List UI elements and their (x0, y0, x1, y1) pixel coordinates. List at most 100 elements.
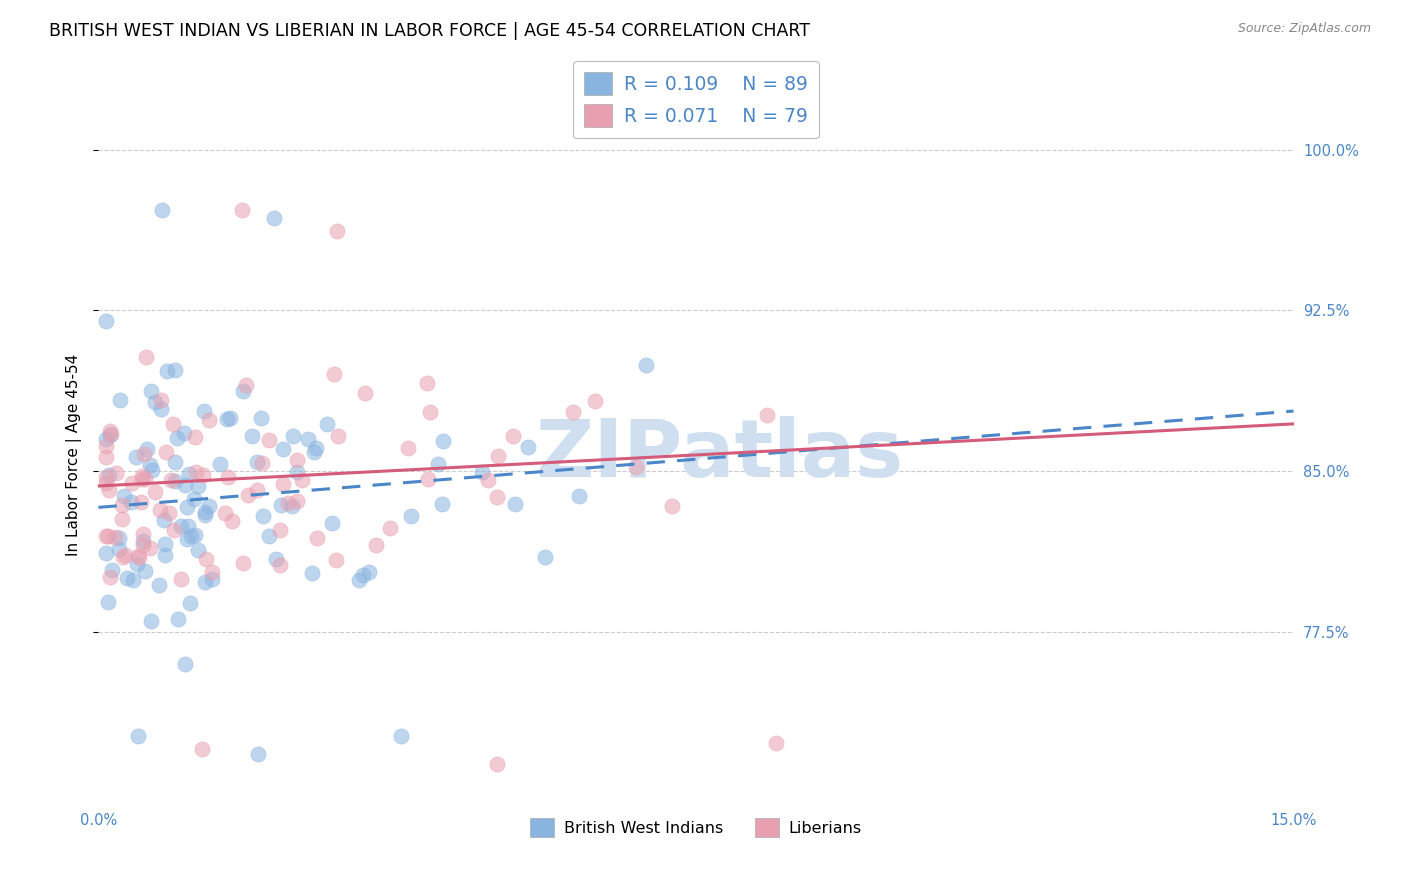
Point (173, 657, 195, 672)
Point (112, 489, 135, 503)
Point (155, 445, 177, 459)
Point (141, 463, 163, 477)
Point (517, 440, 540, 454)
Point (143, 484, 166, 499)
Point (354, 385, 377, 400)
Point (634, 358, 657, 372)
Point (148, 578, 170, 592)
Point (194, 505, 217, 519)
Point (149, 503, 172, 517)
Point (281, 500, 304, 514)
Point (427, 457, 450, 471)
Point (415, 376, 437, 391)
Point (232, 556, 254, 570)
Point (323, 368, 346, 382)
Point (432, 496, 454, 510)
Point (364, 538, 387, 552)
Point (271, 442, 294, 457)
Point (98, 424, 121, 438)
Point (321, 516, 343, 531)
Point (194, 575, 217, 590)
Point (176, 532, 198, 546)
Point (111, 498, 134, 512)
Point (568, 489, 591, 503)
Point (257, 433, 280, 447)
Point (301, 566, 323, 580)
Point (131, 494, 153, 508)
Point (250, 411, 273, 425)
Point (165, 474, 187, 488)
Point (179, 597, 201, 611)
Point (173, 426, 195, 441)
Point (486, 449, 509, 463)
Point (756, 408, 779, 422)
Point (132, 526, 155, 541)
Point (217, 412, 239, 426)
Point (533, 550, 555, 565)
Point (187, 542, 209, 557)
Point (477, 473, 499, 487)
Point (214, 506, 236, 520)
Point (418, 472, 440, 486)
Point (166, 431, 188, 445)
Text: ZIPatlas: ZIPatlas (536, 416, 904, 494)
Point (125, 450, 148, 464)
Point (165, 455, 187, 469)
Point (177, 467, 200, 481)
Point (246, 454, 269, 468)
Point (134, 564, 156, 578)
Point (141, 615, 163, 629)
Point (138, 458, 160, 472)
Point (121, 476, 143, 491)
Point (176, 519, 198, 533)
Point (108, 392, 131, 407)
Point (432, 434, 454, 448)
Point (139, 541, 162, 555)
Point (120, 495, 142, 509)
Point (194, 552, 217, 566)
Point (259, 528, 281, 542)
Point (201, 565, 224, 579)
Point (765, 736, 787, 750)
Point (304, 444, 326, 458)
Point (184, 465, 207, 479)
Point (183, 492, 205, 507)
Point (157, 506, 180, 520)
Point (150, 202, 173, 217)
Point (159, 473, 181, 487)
Point (285, 494, 308, 508)
Point (624, 460, 647, 475)
Point (156, 363, 179, 377)
Point (141, 384, 163, 399)
Point (236, 488, 259, 502)
Point (252, 509, 274, 524)
Point (269, 558, 291, 573)
Point (219, 410, 242, 425)
Point (100, 570, 122, 584)
Point (304, 442, 326, 456)
Point (209, 457, 232, 471)
Point (104, 530, 127, 544)
Point (240, 429, 263, 443)
Point (97, 529, 120, 543)
Point (125, 558, 148, 572)
Point (193, 403, 215, 417)
Point (98, 428, 121, 442)
Point (352, 567, 374, 582)
Point (401, 508, 423, 523)
Point (131, 471, 153, 485)
Point (134, 472, 156, 486)
Point (96, 432, 118, 446)
Point (246, 483, 269, 497)
Point (98, 483, 121, 497)
Point (485, 757, 508, 772)
Point (162, 417, 184, 432)
Point (96, 546, 118, 560)
Point (143, 395, 166, 409)
Point (502, 429, 524, 443)
Point (167, 612, 190, 626)
Point (111, 512, 134, 526)
Point (96, 438, 118, 452)
Point (132, 534, 155, 549)
Point (231, 202, 253, 217)
